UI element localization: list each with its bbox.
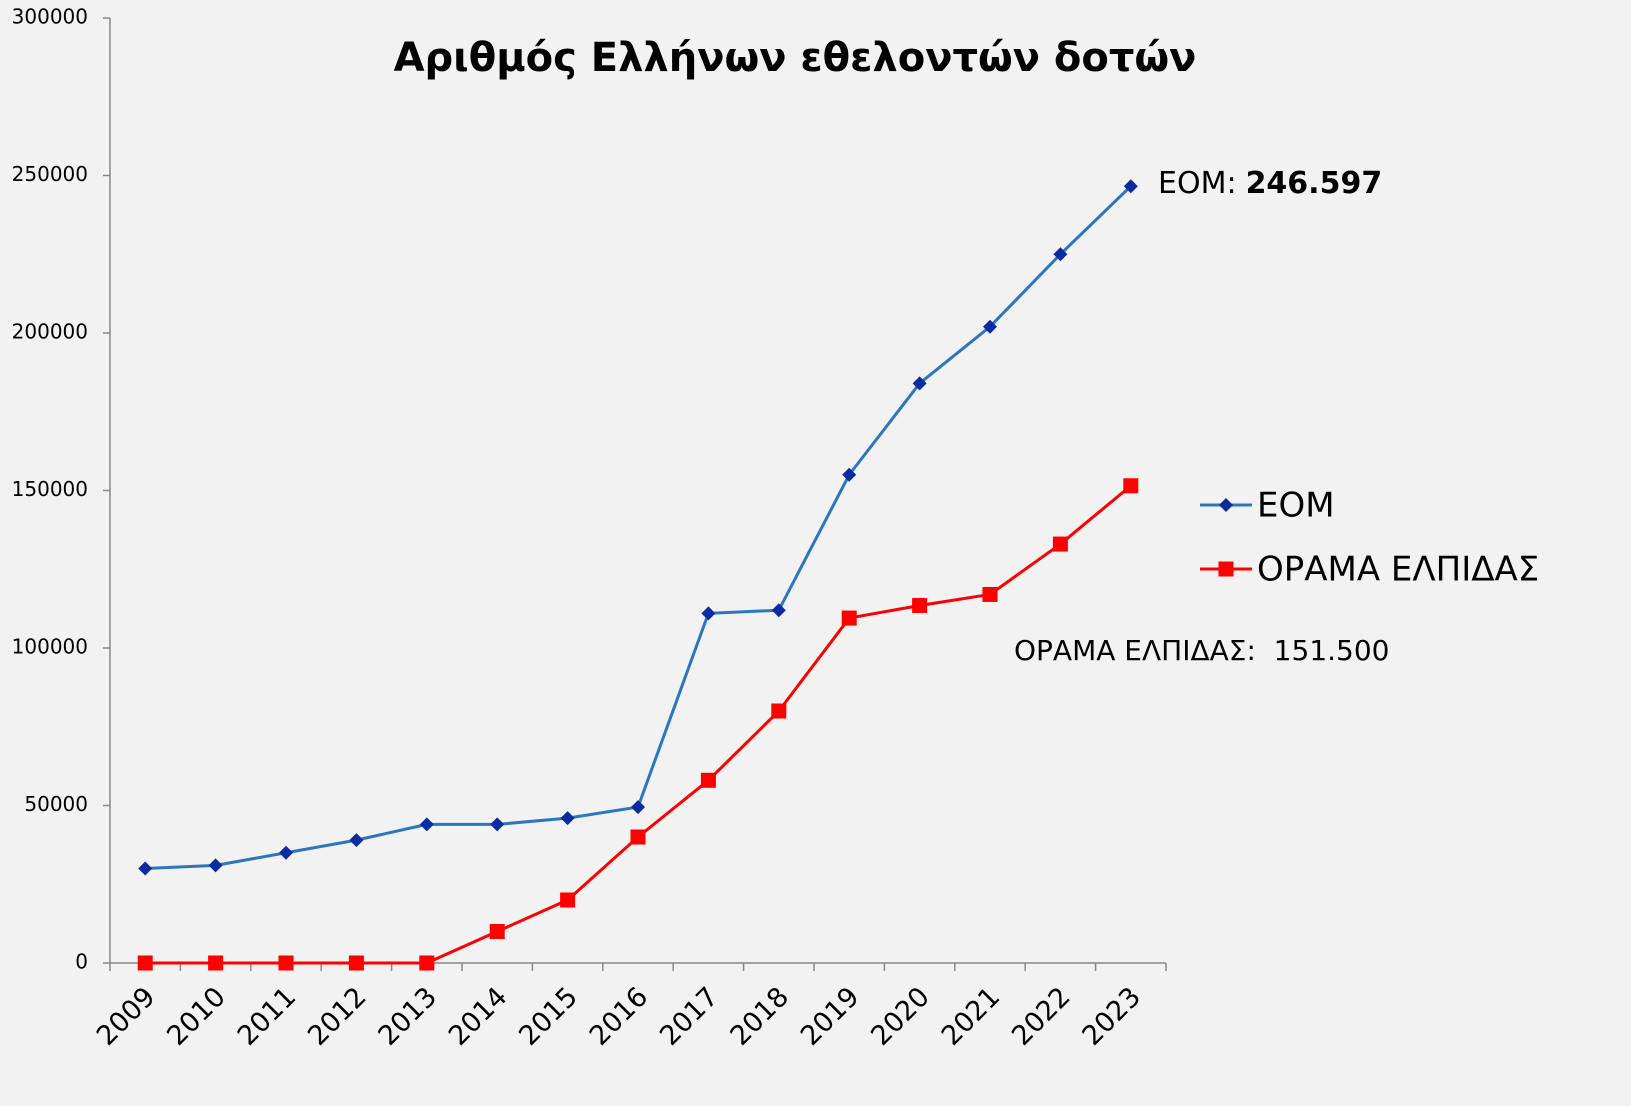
chart-title: Αριθμός Ελλήνων εθελοντών δοτών [394, 35, 1197, 81]
marker [279, 845, 293, 860]
marker [771, 703, 787, 719]
marker [842, 467, 857, 482]
marker [1123, 179, 1138, 194]
marker [700, 772, 716, 788]
marker [1053, 247, 1068, 262]
marker [419, 955, 435, 971]
y-tick-label: 0 [75, 950, 88, 974]
marker [912, 597, 928, 613]
marker [208, 858, 223, 873]
marker [631, 800, 645, 815]
marker [489, 924, 505, 939]
annotation-text: ΕΟΜ: [1158, 166, 1237, 201]
annotation: ΕΟΜ: 246.597 [1158, 166, 1382, 201]
marker [560, 811, 575, 826]
y-tick-label: 100000 [12, 635, 88, 659]
marker [1052, 536, 1068, 552]
y-tick-label: 300000 [12, 5, 88, 29]
marker [982, 586, 998, 602]
marker [490, 817, 505, 832]
annotation-value: 246.597 [1246, 166, 1383, 201]
marker [419, 817, 434, 832]
marker [137, 955, 153, 971]
y-tick-label: 50000 [24, 792, 88, 816]
marker [560, 892, 576, 908]
marker [701, 606, 716, 621]
y-tick-label: 250000 [12, 162, 88, 186]
marker [841, 610, 857, 626]
marker [138, 861, 153, 876]
legend-label: ΕΟΜ [1257, 486, 1335, 526]
marker [983, 319, 997, 334]
marker [1123, 478, 1139, 494]
marker [278, 955, 294, 971]
marker [1219, 498, 1233, 512]
annotation: ΟΡΑΜΑ ΕΛΠΙΔΑΣ: 151.500 [1014, 634, 1389, 667]
marker [1218, 561, 1234, 577]
marker [349, 833, 364, 848]
marker [912, 376, 927, 391]
marker [348, 955, 364, 971]
marker [630, 829, 646, 845]
legend-label: ΟΡΑΜΑ ΕΛΠΙΔΑΣ [1257, 550, 1539, 590]
marker [208, 955, 224, 971]
marker [771, 603, 786, 618]
y-tick-label: 200000 [12, 320, 88, 344]
y-tick-label: 150000 [12, 477, 88, 501]
